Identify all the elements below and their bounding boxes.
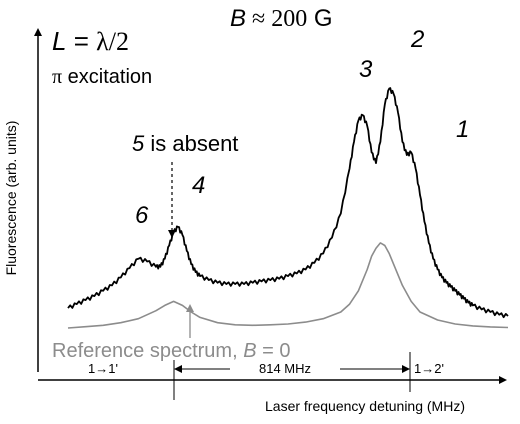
peak-label-4: 4 (192, 172, 205, 199)
annotation-B-field: B ≈ 200 G (230, 5, 333, 32)
annotation-pi-excitation: π excitation (52, 66, 152, 88)
y-axis-label: Fluorescence (arb. units) (3, 121, 19, 276)
peak-label-2: 2 (410, 26, 424, 53)
annotation-5-absent: 5 is absent (132, 131, 238, 156)
spacing-label: 814 MHz (259, 361, 311, 376)
series-line-main (67, 87, 509, 319)
transition-label-left: 1→1' (88, 361, 118, 376)
peak-label-1: 1 (456, 116, 469, 143)
series-line-reference (67, 242, 509, 329)
peak-label-3: 3 (359, 56, 373, 83)
x-axis-label: Laser frequency detuning (MHz) (265, 398, 465, 414)
transition-label-right: 1→2' (414, 361, 444, 376)
peak-label-6: 6 (135, 202, 149, 229)
reference-spectrum-label: Reference spectrum, B = 0 (52, 340, 290, 362)
annotation-L: L = λ/2 (52, 26, 129, 56)
